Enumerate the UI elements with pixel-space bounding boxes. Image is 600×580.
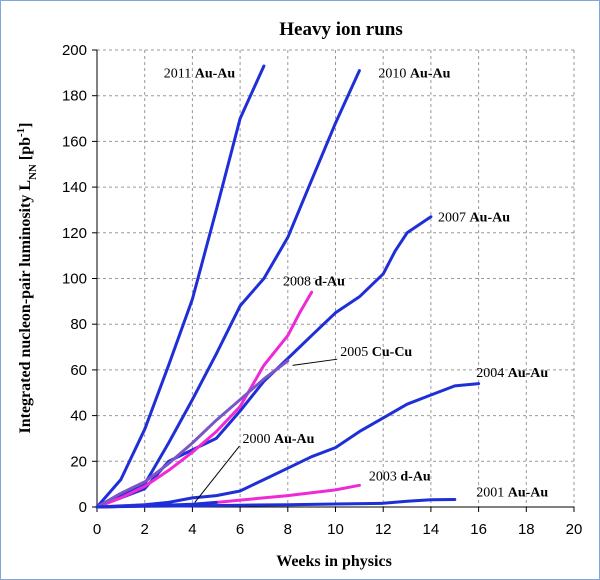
y-tick-label: 200 [62,42,87,59]
series-lines [95,64,481,509]
x-tick-label: 18 [518,521,535,538]
y-tick-label: 100 [62,271,87,288]
y-tick-label: 180 [62,88,87,105]
series-label-2001-au-au: 2001 Au-Au [476,485,548,500]
series-line-2007-au-au [95,215,433,509]
x-tick-label: 20 [566,521,583,538]
y-tick-label: 120 [62,225,87,242]
series-line-2011-au-au [95,64,266,509]
series-label-2010-au-au: 2010 Au-Au [378,66,450,81]
series-label-2007-au-au: 2007 Au-Au [438,210,510,225]
series-label-2008-d-au: 2008 d-Au [283,274,345,289]
x-tick-label: 12 [375,521,392,538]
series-label-leader [292,358,338,366]
y-tick-label: 20 [70,453,87,470]
x-tick-label: 2 [141,521,149,538]
y-axis-label-end: ] [17,122,34,127]
y-tick-label: 0 [79,499,87,516]
series-line-2010-au-au [95,69,361,509]
x-tick-label: 10 [327,521,344,538]
y-tick-label: 140 [62,179,87,196]
y-tick-label: 80 [70,316,87,333]
y-tick-label: 160 [62,133,87,150]
y-axis-label-unit: [pb [17,137,34,164]
x-tick-label: 0 [93,521,101,538]
series-label-2003-d-au: 2003 d-Au [369,470,431,485]
series-label-2000-au-au: 2000 Au-Au [242,432,314,447]
series-label-2011-au-au: 2011 Au-Au [164,66,236,81]
series-line-2004-au-au [95,382,481,509]
series-line-2001-au-au [95,498,457,509]
y-axis-label: Integrated nucleon-pair luminosity LNN [… [15,122,39,433]
y-tick-label: 40 [70,408,87,425]
series-label-2005-cu-cu: 2005 Cu-Cu [340,345,412,360]
y-tick-label: 60 [70,362,87,379]
x-tick-label: 8 [284,521,292,538]
x-tick-label: 4 [188,521,196,538]
series-labels: 2011 Au-Au 2010 Au-Au 2007 Au-Au 2008 d-Au 2… [164,66,548,503]
series-line-2008-d-au [95,290,314,509]
y-axis-label-sub: NN [27,164,39,180]
chart-title: Heavy ion runs [279,19,403,40]
x-tick-label: 16 [470,521,487,538]
grid [97,49,575,507]
y-axis-label-main: Integrated nucleon-pair luminosity L [17,180,34,434]
series-line-2005-cu-cu [95,359,290,509]
y-axis-label-sup: -1 [15,128,27,137]
y-tick-labels: 0 20 40 60 80 100 120 140 160 180 200 [62,42,87,516]
x-tick-label: 6 [236,521,244,538]
x-tick-labels: 0 2 4 6 8 10 12 14 16 18 20 [93,521,583,538]
series-label-2004-au-au: 2004 Au-Au [476,366,548,381]
series-label-leader [194,445,240,503]
x-tick-label: 14 [423,521,440,538]
x-axis-label: Weeks in physics [276,553,392,570]
